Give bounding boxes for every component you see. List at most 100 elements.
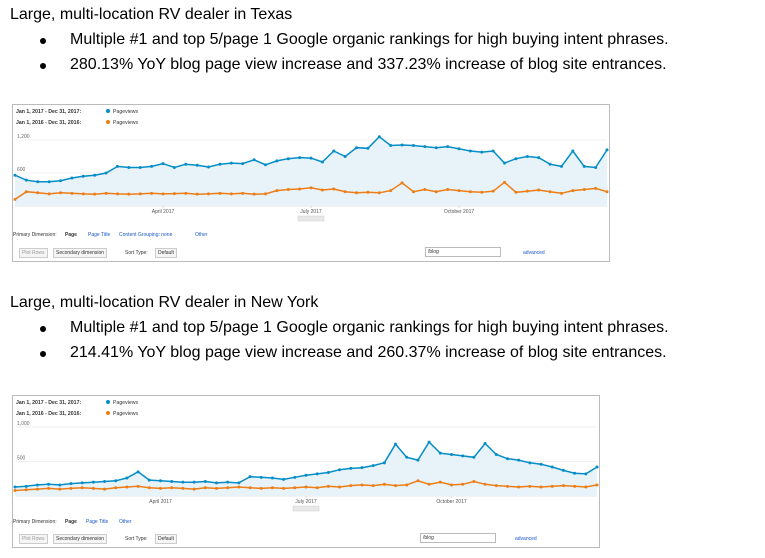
point: [503, 161, 507, 165]
point: [161, 162, 165, 166]
legend-range: Jan 1, 2016 - Dec 31, 2016:: [16, 411, 81, 417]
point: [218, 162, 222, 166]
slider-handle: [297, 215, 325, 222]
heading: Large, multi-location RV dealer in New Y…: [10, 294, 319, 311]
point: [47, 192, 51, 196]
point: [207, 192, 211, 196]
point: [438, 451, 442, 455]
tab[interactable]: Content Grouping: none: [119, 232, 173, 238]
point: [304, 485, 308, 489]
point: [483, 482, 487, 486]
point: [491, 189, 495, 193]
point: [315, 472, 319, 476]
x-tick-label: October 2017: [436, 499, 467, 505]
point: [394, 484, 398, 488]
point: [147, 478, 151, 482]
point: [573, 471, 577, 475]
point: [59, 191, 63, 195]
legend-range: Jan 1, 2017 - Dec 31, 2017:: [16, 400, 81, 406]
point: [293, 486, 297, 490]
button[interactable]: Plot Rows: [19, 534, 48, 544]
point: [405, 483, 409, 487]
point: [184, 162, 188, 166]
point: [226, 480, 230, 484]
point: [320, 160, 324, 164]
point: [103, 487, 107, 491]
point: [252, 158, 256, 162]
point: [248, 486, 252, 490]
point: [136, 470, 140, 474]
analytics-screenshot: Jan 1, 2017 - Dec 31, 2017: Pageviews Jan …: [12, 104, 610, 262]
point: [282, 486, 286, 490]
search-box[interactable]: /blog: [425, 247, 501, 257]
bullet-dot: [40, 326, 46, 332]
point: [150, 191, 154, 195]
chart: Jan 1, 2017 - Dec 31, 2017: Pageviews Jan …: [13, 109, 609, 222]
point: [582, 164, 586, 168]
point: [561, 468, 565, 472]
label: Primary Dimension:: [13, 232, 57, 238]
analytics-screenshot: Jan 1, 2017 - Dec 31, 2017: Pageviews Jan …: [12, 395, 600, 548]
point: [159, 486, 162, 490]
point: [241, 162, 245, 166]
legend-label: Pageviews: [113, 109, 138, 115]
bullet: Multiple #1 and top 5/page 1 Google orga…: [70, 319, 669, 336]
point: [24, 178, 28, 182]
legend-label: Pageviews: [113, 411, 138, 417]
point: [355, 191, 359, 195]
search-box[interactable]: /blog: [420, 533, 496, 543]
point: [192, 480, 196, 484]
dropdown[interactable]: Default: [155, 248, 177, 258]
dropdown[interactable]: Default: [155, 534, 177, 544]
y-tick-label: 1,200: [17, 134, 30, 140]
tab[interactable]: Page Title: [86, 519, 109, 525]
point: [343, 155, 347, 158]
point: [13, 173, 17, 177]
legend-marker: [106, 411, 110, 415]
point: [525, 155, 529, 158]
bullet: 214.41% YoY blog page view increase and …: [70, 344, 667, 361]
point: [93, 173, 97, 177]
legend-marker: [106, 109, 110, 113]
point: [525, 189, 529, 193]
point: [446, 188, 450, 191]
point: [491, 149, 495, 153]
legend-label: Pageviews: [113, 120, 138, 126]
button[interactable]: Plot Rows: [19, 248, 48, 258]
point: [35, 483, 39, 487]
point: [36, 180, 40, 184]
point: [226, 486, 230, 490]
point: [218, 191, 222, 195]
dropdown[interactable]: Secondary dimension: [53, 248, 108, 258]
point: [349, 484, 353, 488]
x-tick-label: October 2017: [444, 209, 475, 215]
point: [605, 190, 609, 194]
point: [58, 487, 62, 491]
tab[interactable]: Other: [119, 519, 132, 525]
point: [181, 486, 185, 490]
point: [550, 484, 554, 488]
point: [338, 485, 342, 489]
tab[interactable]: Page Title: [88, 232, 111, 238]
link[interactable]: advanced: [523, 250, 545, 256]
point: [229, 161, 233, 165]
point: [184, 191, 188, 195]
point: [571, 189, 575, 193]
point: [270, 476, 274, 480]
point: [315, 486, 319, 490]
point: [446, 145, 450, 149]
link[interactable]: advanced: [515, 536, 537, 542]
point: [434, 190, 438, 194]
point: [400, 143, 404, 147]
point: [263, 192, 267, 196]
point: [594, 186, 598, 190]
tab[interactable]: Other: [195, 232, 208, 238]
x-tick-label: April 2017: [152, 209, 175, 215]
point: [125, 476, 129, 480]
label: Primary Dimension:: [13, 519, 57, 525]
point: [298, 187, 302, 191]
bullet-dot: [40, 351, 46, 357]
point: [423, 188, 427, 191]
chart: Jan 1, 2017 - Dec 31, 2017: Pageviews Jan …: [13, 400, 599, 512]
dropdown[interactable]: Secondary dimension: [53, 534, 108, 544]
